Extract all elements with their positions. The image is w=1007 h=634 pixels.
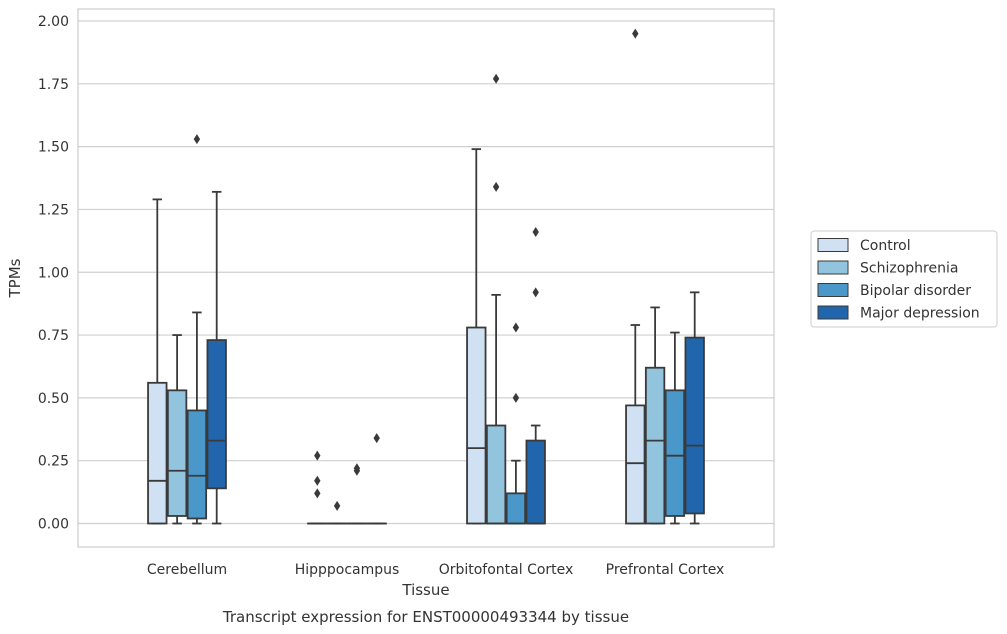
legend-swatch — [817, 260, 849, 275]
flier-point — [532, 227, 539, 238]
boxplots — [147, 28, 705, 525]
box-3-0 — [625, 28, 646, 525]
flier-point — [532, 287, 539, 298]
flier-point — [632, 28, 639, 39]
legend-swatch — [817, 305, 849, 320]
x-tick-label: Hipppocampus — [295, 562, 400, 578]
x-tick-label: Cerebellum — [147, 562, 227, 578]
box-iqr — [166, 389, 188, 517]
box-iqr — [147, 381, 168, 525]
box-1-3 — [366, 433, 387, 525]
box-iqr — [525, 439, 546, 525]
legend-label: Schizophrenia — [860, 261, 958, 277]
x-tick-label: Orbitofontal Cortex — [439, 562, 574, 578]
y-ticks: 0.00 0.25 0.50 0.75 1.00 1.25 1.50 1.75 2.00 — [38, 14, 69, 533]
box-1-0 — [307, 450, 328, 525]
box-iqr — [664, 389, 686, 517]
box-3-3 — [684, 291, 705, 525]
y-tick-label: 0.75 — [38, 328, 69, 344]
box-iqr — [505, 492, 527, 525]
flier-point — [512, 392, 520, 403]
y-tick-label: 1.00 — [38, 265, 69, 281]
box-iqr — [644, 366, 666, 525]
box-iqr — [206, 339, 227, 490]
box-0-2 — [186, 134, 208, 525]
y-tick-label: 0.25 — [38, 454, 69, 470]
box-1-2 — [346, 463, 368, 525]
box-3-1 — [644, 306, 666, 525]
box-2-3 — [525, 227, 546, 525]
box-2-0 — [466, 148, 487, 525]
box-0-0 — [147, 198, 168, 525]
legend: Control Schizophrenia Bipolar disorder Majo… — [810, 230, 998, 328]
x-ticks: Cerebellum Hipppocampus Orbitofontal Corte… — [147, 562, 724, 578]
y-tick-label: 1.75 — [38, 77, 69, 93]
y-axis-label: TPMs — [6, 258, 24, 298]
flier-point — [314, 488, 321, 499]
legend-label: Control — [860, 238, 911, 254]
y-tick-label: 1.25 — [38, 202, 69, 218]
legend-label: Major depression — [860, 306, 980, 322]
flier-point — [373, 433, 380, 444]
box-0-1 — [166, 334, 188, 525]
box-0-3 — [206, 190, 227, 525]
legend-frame — [810, 230, 998, 328]
flier-point — [492, 73, 500, 84]
box-iqr — [466, 326, 487, 525]
flier-point — [353, 465, 361, 476]
flier-point — [314, 475, 321, 486]
flier-point — [492, 181, 500, 192]
legend-swatch — [817, 283, 849, 297]
y-tick-label: 0.50 — [38, 391, 69, 407]
x-tick-label: Prefrontal Cortex — [606, 562, 725, 578]
box-2-1 — [485, 73, 507, 525]
box-iqr — [625, 404, 646, 525]
flier-point — [333, 500, 341, 511]
box-3-2 — [664, 331, 686, 525]
y-tick-label: 2.00 — [38, 14, 69, 30]
y-tick-label: 0.00 — [38, 517, 69, 533]
legend-swatch — [817, 238, 849, 252]
chart-title: Transcript expression for ENST0000049334… — [222, 608, 629, 626]
plot-frame — [77, 8, 775, 548]
flier-point — [314, 450, 321, 461]
flier-point — [512, 322, 520, 333]
x-axis-label: Tissue — [401, 581, 449, 599]
box-iqr — [485, 424, 507, 525]
box-iqr — [684, 336, 705, 515]
flier-point — [193, 134, 201, 145]
y-tick-label: 1.50 — [38, 140, 69, 156]
box-iqr — [186, 409, 208, 520]
box-2-2 — [505, 322, 527, 525]
box-1-1 — [326, 500, 348, 525]
legend-label: Bipolar disorder — [860, 283, 971, 299]
